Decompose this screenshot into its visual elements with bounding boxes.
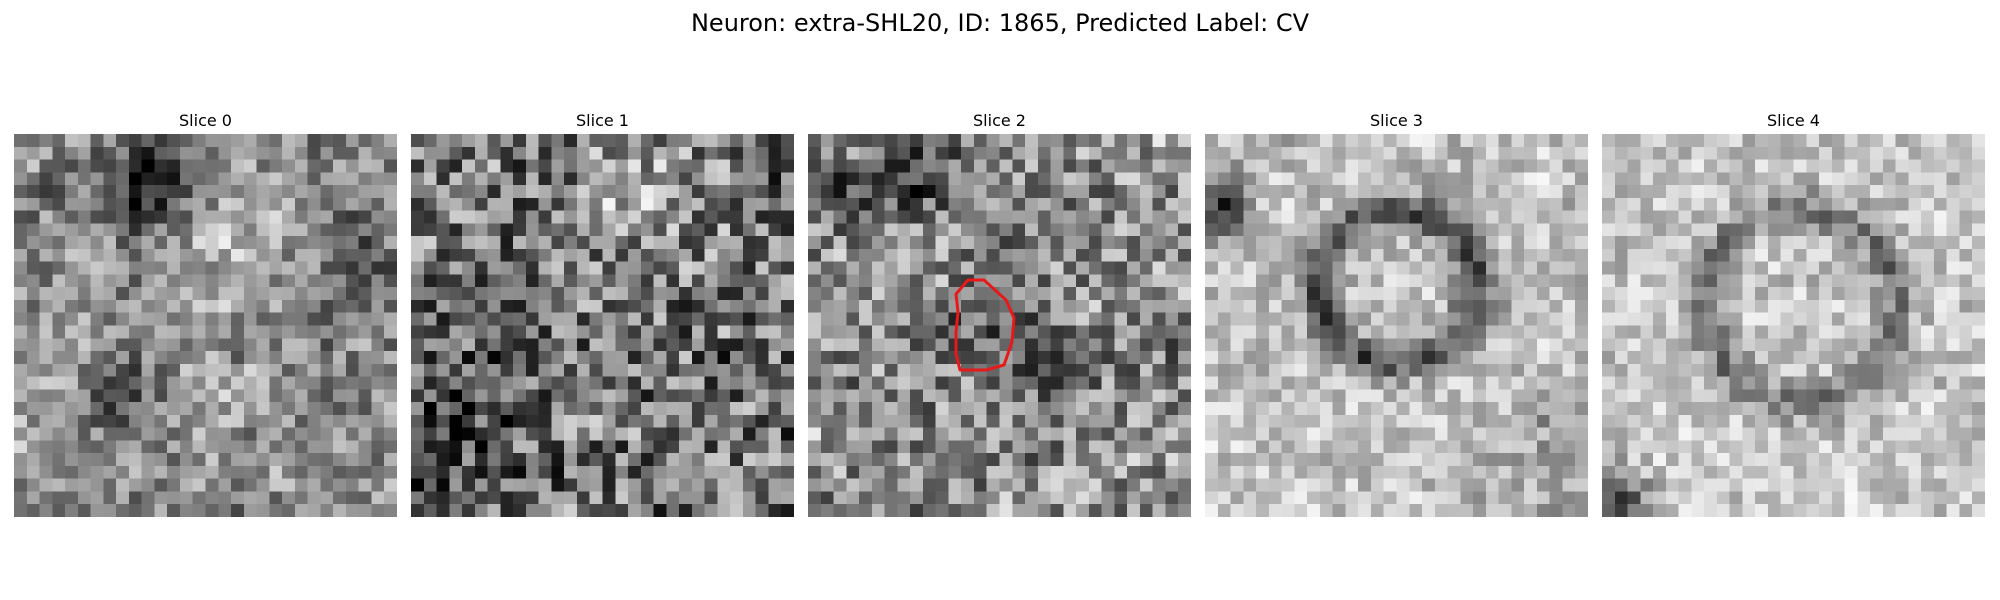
- slice-3-title: Slice 3: [1370, 111, 1423, 130]
- slice-4-title: Slice 4: [1767, 111, 1820, 130]
- slice-3-image: [1205, 134, 1588, 517]
- slice-2-canvas: [808, 134, 1191, 517]
- slice-3-canvas: [1205, 134, 1588, 517]
- figure-title: Neuron: extra-SHL20, ID: 1865, Predicted…: [690, 9, 1310, 37]
- slice-0-image: [14, 134, 397, 517]
- slice-1-canvas: [411, 134, 794, 517]
- slice-4-canvas: [1602, 134, 1985, 517]
- slice-1-title: Slice 1: [576, 111, 629, 130]
- slice-0-title: Slice 0: [179, 111, 232, 130]
- slice-4-image: [1602, 134, 1985, 517]
- slice-2-title: Slice 2: [973, 111, 1026, 130]
- slice-0-canvas: [14, 134, 397, 517]
- slice-2-image: [808, 134, 1191, 517]
- slice-1-image: [411, 134, 794, 517]
